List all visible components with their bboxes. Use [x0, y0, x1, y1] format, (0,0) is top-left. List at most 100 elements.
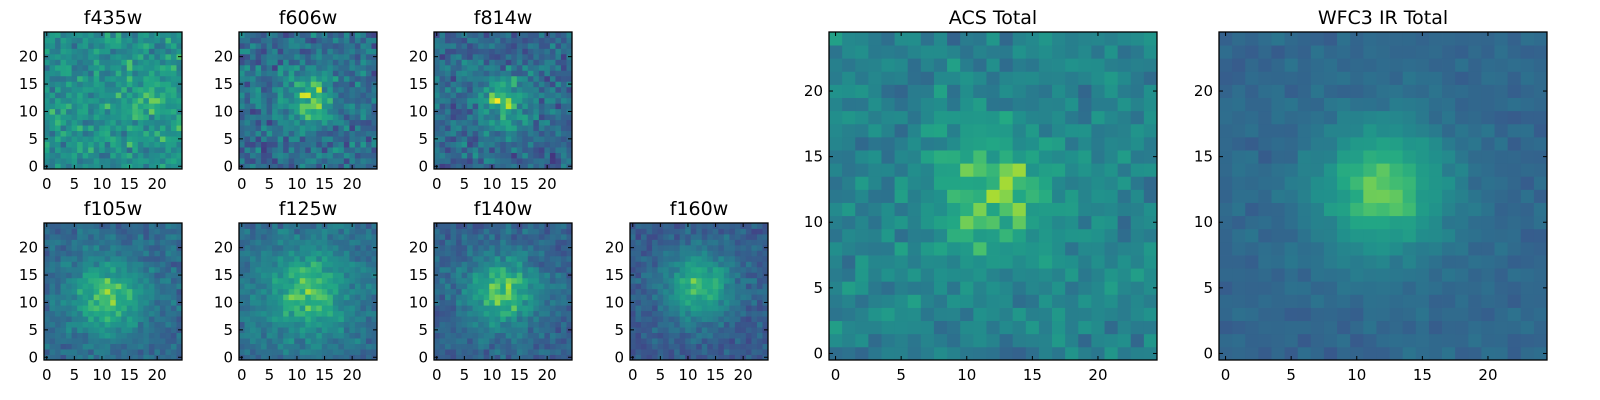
heatmap-cell: [555, 223, 562, 229]
heatmap-cell: [745, 327, 752, 333]
heatmap-cell: [555, 42, 562, 49]
heatmap-cell: [1104, 320, 1119, 335]
heatmap-cell: [104, 233, 111, 240]
heatmap-cell: [538, 228, 545, 235]
heatmap-cell: [310, 266, 317, 273]
heatmap-cell: [266, 349, 273, 355]
heatmap-cell: [354, 299, 361, 306]
heatmap-cell: [66, 332, 72, 339]
heatmap-cell: [55, 53, 61, 60]
heatmap-cell: [467, 125, 474, 132]
heatmap-cell: [696, 223, 703, 229]
y-tick-label: 20: [214, 48, 233, 66]
heatmap-cell: [294, 81, 301, 88]
heatmap-cell: [294, 294, 301, 301]
heatmap-cell: [71, 283, 78, 290]
heatmap-cell: [66, 305, 72, 312]
heatmap-cell: [450, 147, 457, 153]
heatmap-cell: [104, 125, 111, 132]
heatmap-cell: [255, 136, 262, 142]
heatmap-cell: [663, 354, 670, 361]
heatmap-cell: [321, 327, 328, 333]
heatmap-cell: [1117, 228, 1132, 243]
heatmap-cell: [696, 354, 703, 361]
heatmap-cell: [349, 86, 356, 93]
heatmap-cell: [250, 250, 256, 257]
heatmap-cell: [360, 97, 367, 104]
heatmap-cell: [456, 37, 462, 44]
heatmap-cell: [110, 349, 117, 355]
heatmap-cell: [349, 70, 356, 77]
heatmap-cell: [137, 327, 144, 333]
heatmap-cell: [343, 163, 350, 170]
heatmap-cell: [630, 343, 636, 350]
heatmap-cell: [1091, 255, 1105, 269]
heatmap-cell: [305, 163, 312, 170]
heatmap-cell: [294, 53, 301, 60]
heatmap-cell: [49, 321, 56, 328]
heatmap-cell: [483, 321, 490, 328]
heatmap-cell: [489, 349, 496, 355]
heatmap-cell: [533, 70, 540, 77]
heatmap-cell: [505, 53, 512, 60]
heatmap-cell: [165, 228, 172, 235]
heatmap-cell: [132, 81, 139, 88]
heatmap-cell: [110, 250, 117, 257]
heatmap-cell: [244, 338, 251, 344]
heatmap-cell: [1130, 215, 1145, 230]
heatmap-cell: [566, 255, 573, 262]
heatmap-cell: [239, 42, 245, 49]
heatmap-cell: [165, 119, 172, 126]
heatmap-cell: [66, 42, 72, 49]
heatmap-cell: [126, 70, 133, 77]
heatmap-cell: [729, 343, 736, 350]
heatmap-cell: [277, 239, 284, 246]
heatmap-cell: [652, 321, 658, 328]
heatmap-cell: [371, 228, 378, 235]
heatmap-cell: [104, 332, 111, 339]
heatmap-cell: [445, 349, 451, 355]
heatmap-cell: [538, 114, 545, 121]
heatmap-cell: [60, 272, 67, 279]
heatmap-cell: [500, 158, 507, 164]
heatmap-cell: [734, 228, 741, 235]
heatmap-cell: [354, 147, 361, 153]
heatmap-cell: [332, 327, 339, 333]
heatmap-cell: [505, 305, 512, 312]
heatmap-cell: [712, 310, 719, 317]
heatmap-cell: [868, 150, 882, 164]
heatmap-cell: [327, 349, 334, 355]
heatmap-cell: [456, 141, 462, 148]
heatmap-cell: [734, 233, 741, 240]
heatmap-cell: [165, 310, 172, 317]
heatmap-cell: [745, 338, 752, 344]
heatmap-cell: [159, 310, 166, 317]
heatmap-cell: [299, 250, 306, 257]
heatmap-cell: [132, 261, 139, 268]
heatmap-cell: [478, 266, 485, 273]
heatmap-cell: [93, 299, 100, 306]
heatmap-cell: [121, 64, 128, 71]
heatmap-cell: [170, 59, 177, 66]
heatmap-cell: [277, 349, 284, 355]
heatmap-cell: [121, 349, 128, 355]
heatmap-cell: [104, 163, 111, 170]
heatmap-cell: [450, 266, 457, 273]
heatmap-cell: [354, 141, 361, 148]
heatmap-cell: [154, 141, 161, 148]
heatmap-cell: [60, 321, 67, 328]
heatmap-cell: [261, 64, 267, 71]
heatmap-cell: [1104, 215, 1119, 230]
heatmap-cell: [360, 250, 367, 257]
heatmap-cell: [538, 59, 545, 66]
heatmap-cell: [148, 103, 155, 110]
heatmap-cell: [544, 250, 551, 257]
heatmap-cell: [668, 223, 675, 229]
heatmap-cell: [121, 266, 128, 273]
heatmap-cell: [316, 114, 323, 121]
heatmap-cell: [973, 307, 987, 322]
heatmap-cell: [176, 283, 183, 290]
heatmap-cell: [283, 349, 290, 355]
heatmap-cell: [712, 283, 719, 290]
heatmap-cell: [294, 255, 301, 262]
